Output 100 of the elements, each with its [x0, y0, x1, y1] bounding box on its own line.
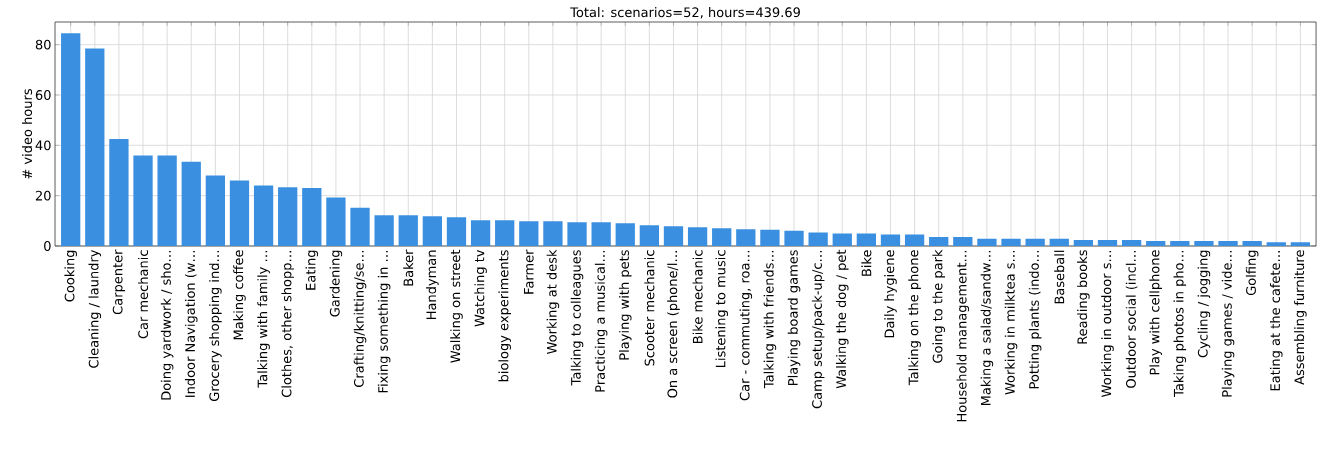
x-tick-label: Playing with pets [618, 250, 632, 360]
x-tick-label: Cycling / jogging [1197, 250, 1211, 358]
x-tick-label: Assembling furniture [1294, 250, 1307, 385]
x-tick-label: Cooking [64, 250, 77, 302]
x-tick-label: Practicing a musical… [594, 251, 608, 392]
bar [1001, 238, 1021, 246]
bar [446, 217, 467, 246]
y-tick-label: 0 [44, 241, 51, 251]
x-tick-label: Baseball [1054, 250, 1065, 304]
x-tick-label: Reading books [1077, 250, 1090, 344]
x-tick-label: biology experiments [498, 250, 511, 382]
bar [760, 229, 780, 246]
bar [1146, 240, 1166, 246]
x-tick-label: Outdoor social (incl… [1125, 251, 1138, 388]
bar [543, 221, 563, 246]
bar [929, 236, 949, 246]
bar [229, 180, 250, 246]
x-tick-label: Fixing something in … [377, 251, 391, 393]
bar [1049, 238, 1069, 246]
bar [953, 236, 973, 246]
x-tick-label: Handyman [426, 250, 439, 320]
bar [1121, 239, 1142, 246]
bar [1218, 240, 1238, 246]
x-tick-label: Watching tv [474, 249, 487, 327]
x-tick-label: Play with cellphone [1149, 250, 1162, 375]
bar [856, 233, 877, 246]
x-tick-label: Listening to music [715, 250, 728, 368]
bar [712, 228, 732, 246]
y-tick-label: 80 [35, 39, 51, 50]
bar [687, 227, 708, 246]
bar [302, 188, 322, 246]
bar [1266, 242, 1286, 246]
bar [977, 238, 997, 246]
bar [1097, 239, 1118, 246]
bar [1025, 238, 1045, 246]
x-tick-label: Taking photos in pho… [1173, 251, 1187, 397]
bar [784, 230, 804, 246]
x-tick-label: Household management… [956, 251, 970, 422]
x-tick-label: Golfing [1245, 250, 1259, 296]
x-tick-label: Potting plants (indo… [1028, 251, 1042, 389]
x-tick-label: On a screen (phone/l… [667, 251, 680, 398]
x-tick-label: Working in milktea s… [1004, 251, 1018, 395]
x-tick-label: Talking to colleagues [570, 250, 584, 386]
bar [253, 185, 274, 246]
bar [109, 139, 129, 246]
x-tick-label: Farmer [523, 249, 534, 294]
bar [326, 197, 346, 246]
x-tick-label: Scooter mechanic [644, 250, 655, 366]
bar [832, 233, 852, 246]
bar [808, 232, 828, 246]
bar [639, 225, 660, 246]
x-tick-label: Playing games / vide… [1221, 251, 1235, 397]
x-tick-label: Eating [305, 250, 319, 290]
x-tick-label: Walking the dog / pet [835, 249, 849, 389]
x-tick-label: Eating at the cafete… [1269, 251, 1283, 391]
bar [591, 222, 611, 246]
bar [519, 221, 539, 246]
bar [1290, 242, 1311, 246]
bar [181, 161, 201, 246]
bar [1073, 239, 1094, 246]
y-tick-label: 60 [35, 90, 51, 100]
bar [133, 155, 153, 246]
bar [61, 33, 81, 246]
x-tick-label: Bike mechanic [692, 250, 703, 343]
bar [374, 215, 394, 246]
bar [470, 220, 491, 246]
x-tick-label: Working in outdoor s… [1101, 251, 1114, 397]
bar [1194, 240, 1214, 246]
bar [1170, 240, 1190, 246]
x-tick-label: Talking on the phone [908, 250, 921, 386]
x-tick-label: Clothes, other shopp… [281, 251, 294, 398]
x-tick-label: Car mechanic [137, 250, 149, 339]
x-tick-label: Working at desk [546, 249, 560, 354]
x-tick-label: Playing board games [787, 250, 801, 385]
x-tick-label: Crafting/knitting/se… [353, 251, 367, 387]
bar [736, 229, 756, 246]
x-tick-label: Walking on street [450, 249, 463, 363]
x-tick-label: Camp setup/pack-up/c… [811, 251, 825, 409]
x-tick-label: Baker [403, 249, 414, 286]
x-tick-label: Talking with friends… [763, 251, 777, 389]
x-tick-label: Car - commuting, roa… [739, 251, 753, 401]
bar [663, 226, 684, 246]
x-tick-label: Going to the park [932, 249, 945, 363]
bar [157, 155, 177, 246]
bar [205, 175, 226, 246]
y-tick-label: 20 [35, 190, 51, 201]
x-tick-label: Making coffee [233, 250, 246, 340]
x-tick-label: Doing yardwork / sho… [160, 251, 174, 400]
x-tick-label: Making a salad/sandw… [980, 251, 994, 406]
x-tick-label: Gardening [329, 250, 343, 317]
bar [85, 48, 105, 246]
bar [422, 216, 443, 246]
x-tick-label: Carpenter [112, 249, 126, 315]
bar [615, 223, 635, 246]
bar [350, 207, 370, 246]
bar [278, 187, 298, 246]
bar [1242, 240, 1262, 246]
chart-title: Total: scenarios=52, hours=439.69 [570, 7, 800, 19]
x-tick-label: Talking with family … [257, 251, 270, 388]
y-axis-title: # video hours [22, 89, 33, 179]
